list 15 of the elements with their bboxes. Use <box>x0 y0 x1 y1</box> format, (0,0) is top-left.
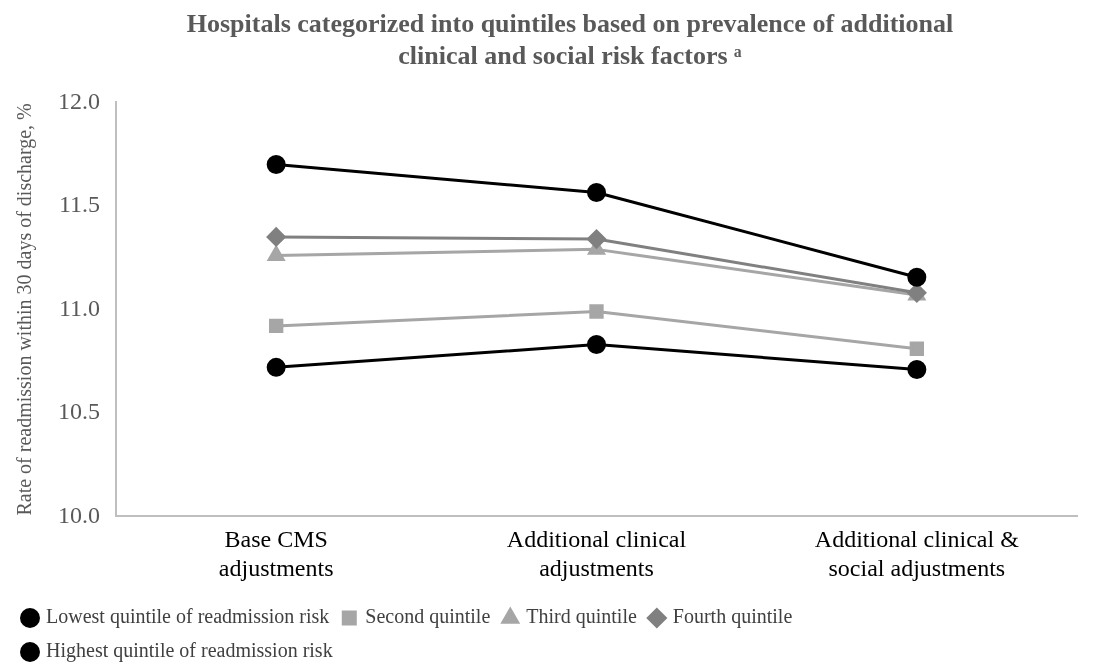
chart-title: Hospitals categorized into quintiles based on prevalence of additional clinical and social risk factors ᵃ <box>185 8 955 72</box>
legend-label: Highest quintile of readmission risk <box>46 639 333 663</box>
x-tick-label: Base CMS adjustments <box>218 526 334 581</box>
y-axis-title: Rate of readmission within 30 days of discharge, % <box>13 103 37 516</box>
x-tick-label: Additional clinical adjustments <box>506 526 687 581</box>
y-tick-label: 10.0 <box>58 501 100 528</box>
legend-label: Third quintile <box>526 605 637 629</box>
y-tick-label: 12.0 <box>58 87 100 114</box>
legend-label: Second quintile <box>365 605 491 629</box>
y-tick-label: 10.5 <box>58 398 100 425</box>
x-tick-label: Additional clinical & social adjustments <box>814 526 1020 581</box>
legend-label: Lowest quintile of readmission risk <box>46 605 330 629</box>
legend-label: Fourth quintile <box>672 605 793 629</box>
y-tick-label: 11.5 <box>58 191 100 218</box>
y-tick-label: 11.0 <box>58 294 100 321</box>
